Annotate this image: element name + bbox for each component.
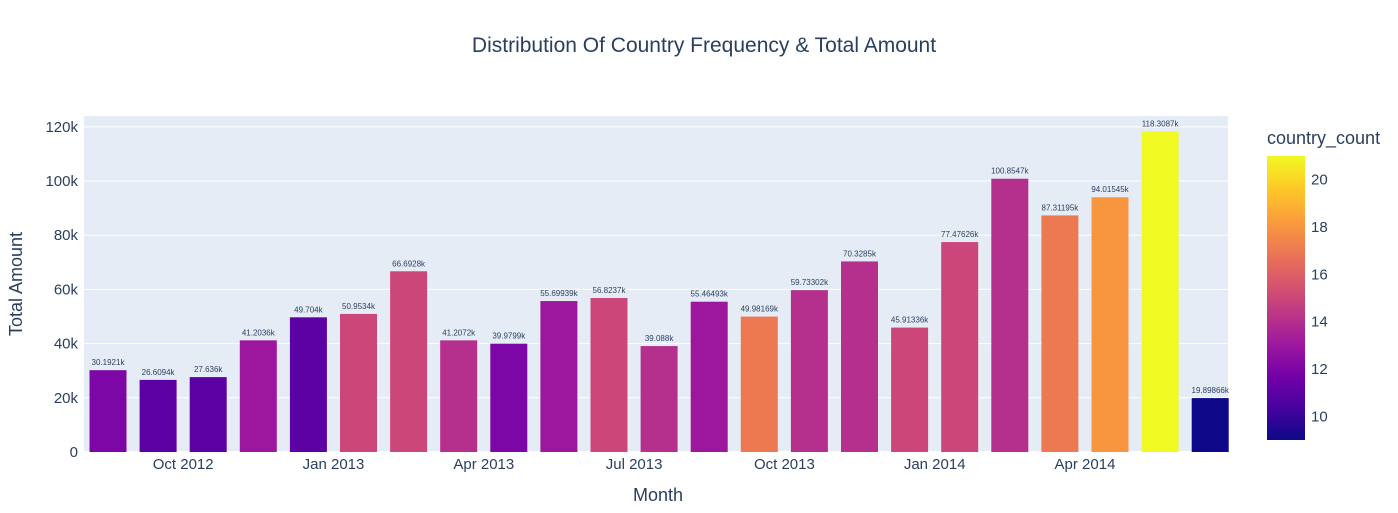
y-axis-ticks: 0 20k 40k 60k 80k 100k 120k <box>45 119 78 461</box>
bar <box>1191 398 1229 452</box>
bar <box>390 271 428 452</box>
bar <box>340 313 377 452</box>
bar-data-label: 27.636k <box>194 365 223 374</box>
bar-data-label: 49.704k <box>294 305 323 314</box>
bar-data-label: 41.2072k <box>442 328 476 337</box>
bar-data-label: 70.3285k <box>843 249 877 258</box>
y-axis-title: Total Amount <box>6 232 26 336</box>
colorbar-tick-label: 18 <box>1311 219 1328 236</box>
colorbar-tick-label: 20 <box>1311 172 1328 189</box>
bar <box>1041 215 1079 452</box>
colorbar: country_count 10 12 14 16 18 20 <box>1267 128 1380 440</box>
bar <box>690 301 728 452</box>
y-tick-label: 60k <box>54 281 79 298</box>
bar <box>89 370 127 452</box>
bar <box>1141 131 1179 453</box>
bar-data-label: 50.9534k <box>342 302 376 311</box>
bar <box>590 298 628 452</box>
bar-data-label: 100.8547k <box>991 167 1029 176</box>
bar-data-label: 49.98169k <box>741 305 779 314</box>
bar-data-label: 56.8237k <box>593 286 627 295</box>
chart-title: Distribution Of Country Frequency & Tota… <box>472 34 936 57</box>
x-tick-label: Jul 2013 <box>606 456 663 473</box>
bar <box>139 379 177 452</box>
bar-data-label: 66.6928k <box>392 259 426 268</box>
bar <box>790 290 828 452</box>
bar <box>841 261 878 452</box>
bar <box>640 346 678 452</box>
bar-data-label: 26.6094k <box>142 368 176 377</box>
bar-data-label: 39.9799k <box>492 332 526 341</box>
colorbar-tick-label: 10 <box>1311 408 1328 425</box>
bar <box>239 340 277 452</box>
bar-data-label: 41.2036k <box>242 328 276 337</box>
bar <box>740 316 778 452</box>
bar <box>991 178 1029 452</box>
x-axis-title: Month <box>633 485 683 505</box>
colorbar-ticks: 10 12 14 16 18 20 <box>1311 172 1328 426</box>
bar-data-label: 94.01545k <box>1091 185 1129 194</box>
y-tick-label: 0 <box>70 444 78 461</box>
y-tick-label: 20k <box>54 390 79 407</box>
bar-data-label: 55.69939k <box>540 289 578 298</box>
bar-data-label: 77.47626k <box>941 230 979 239</box>
bar-data-label: 55.46493k <box>691 290 729 299</box>
bar-data-label: 19.89866k <box>1192 386 1230 395</box>
bar <box>490 343 528 452</box>
bar-data-label: 30.1921k <box>92 358 126 367</box>
x-axis-ticks: Oct 2012 Jan 2013 Apr 2013 Jul 2013 Oct 2013… <box>153 456 1116 473</box>
colorbar-tick-label: 16 <box>1311 266 1328 283</box>
y-tick-label: 80k <box>54 227 79 244</box>
y-tick-label: 120k <box>45 119 78 136</box>
y-tick-label: 40k <box>54 336 79 353</box>
bar <box>891 327 929 452</box>
x-tick-label: Apr 2013 <box>453 456 514 473</box>
bar-data-label: 39.088k <box>645 334 674 343</box>
colorbar-tick-label: 12 <box>1311 361 1328 378</box>
x-tick-label: Jan 2014 <box>904 456 966 473</box>
colorbar-tick-label: 14 <box>1311 314 1328 331</box>
bar-data-label: 59.73302k <box>791 278 829 287</box>
bars <box>89 131 1229 453</box>
bar-data-label: 87.31195k <box>1042 203 1080 212</box>
colorbar-title: country_count <box>1267 128 1380 149</box>
x-tick-label: Jan 2013 <box>303 456 365 473</box>
x-tick-label: Apr 2014 <box>1055 456 1116 473</box>
colorbar-gradient <box>1267 156 1305 440</box>
bar-data-label: 118.3087k <box>1142 119 1180 128</box>
bar <box>440 340 478 452</box>
x-tick-label: Oct 2013 <box>754 456 815 473</box>
bar-labels: 30.1921k 26.6094k 27.636k 41.2036k 49.704k 50… <box>92 119 1230 395</box>
bar <box>941 242 979 452</box>
bar-data-label: 45.91336k <box>891 316 929 325</box>
bar <box>540 301 578 452</box>
bar <box>1091 197 1129 452</box>
bar <box>289 317 327 452</box>
bar <box>189 377 227 452</box>
y-tick-label: 100k <box>45 173 78 190</box>
x-tick-label: Oct 2012 <box>153 456 214 473</box>
